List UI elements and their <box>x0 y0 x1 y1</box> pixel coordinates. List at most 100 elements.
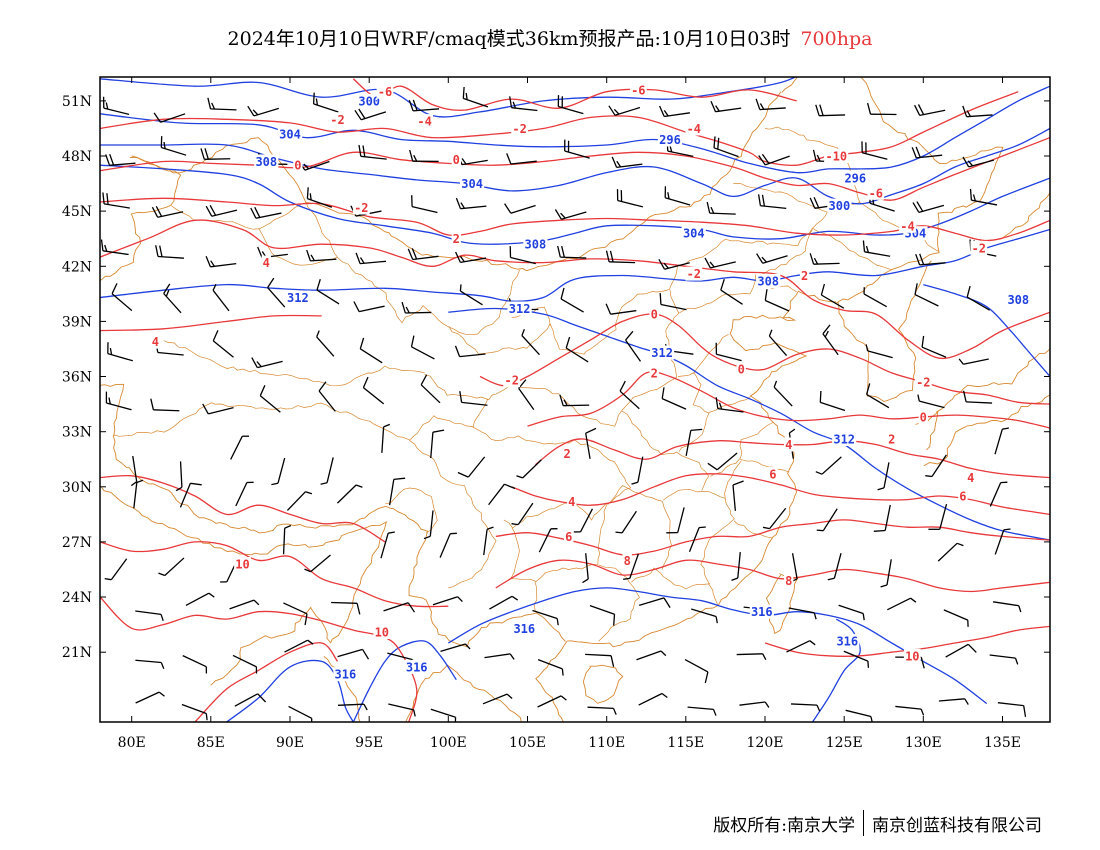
wind-barb <box>230 435 249 460</box>
temperature-contour-label: 2 <box>888 433 895 447</box>
wind-barb <box>559 394 590 407</box>
wind-barb <box>827 553 842 581</box>
height-contour-label: 308 <box>757 275 779 289</box>
height-contour-label-bg <box>749 604 774 619</box>
wind-barb <box>962 156 995 168</box>
wind-barb <box>585 427 597 459</box>
wind-barb <box>739 701 770 708</box>
wind-barb <box>511 502 534 526</box>
boundary-line <box>923 394 1050 467</box>
wind-barb <box>100 239 129 256</box>
temperature-contour-label: 4 <box>785 438 792 452</box>
wind-barb <box>282 524 292 555</box>
wind-barb <box>440 643 471 652</box>
boundary-line <box>567 290 837 648</box>
wind-barb <box>928 503 948 530</box>
temperature-contour-label: 0 <box>651 308 658 322</box>
wind-barb <box>484 653 515 660</box>
wind-barb <box>135 659 165 669</box>
height-labels: 3003043083042963083043002963043123123083… <box>254 93 1031 682</box>
temperature-contour-label: 4 <box>568 495 575 509</box>
wind-barb <box>456 154 488 166</box>
wind-barb <box>557 245 587 259</box>
height-contour-label-bg <box>657 132 683 147</box>
wind-barb <box>989 481 1008 507</box>
wind-barb <box>267 277 286 308</box>
height-contour-label-bg <box>681 226 706 241</box>
temperature-contour-label-bg <box>622 553 632 568</box>
temperature-contour-label: -4 <box>900 219 914 233</box>
temperature-contour-label-bg <box>918 410 928 424</box>
temperature-contour-label-bg <box>562 446 572 461</box>
temperature-contour-label: 4 <box>967 471 974 485</box>
wind-barb <box>762 507 787 530</box>
wind-barb <box>151 205 184 218</box>
wind-barb <box>488 483 516 506</box>
temperature-contour-label-bg <box>567 494 577 509</box>
wind-barb <box>732 480 744 511</box>
wind-barb <box>283 602 308 626</box>
footer-copyright: 版权所有:南京大学 南京创蓝科技有限公司 <box>713 810 1042 836</box>
wind-barb <box>457 456 486 478</box>
wind-barb <box>355 252 387 265</box>
latitude-label: 36N <box>62 370 92 386</box>
temperature-contour-label-bg <box>373 625 391 639</box>
wind-barb <box>318 381 336 412</box>
height-contour-label-bg <box>254 154 279 169</box>
wind-barb <box>135 610 164 622</box>
wind-barb <box>179 482 202 508</box>
wind-barb <box>720 279 743 305</box>
wind-barb <box>585 653 615 667</box>
wind-barb <box>381 423 391 453</box>
wind-barb <box>401 301 432 314</box>
wind-barb <box>181 703 208 721</box>
wind-barb <box>611 156 643 169</box>
wind-barb <box>235 481 254 507</box>
plot-frame <box>99 76 1051 723</box>
wind-barb <box>615 510 637 534</box>
province-line <box>470 425 632 529</box>
longitude-label: 115E <box>667 735 704 751</box>
height-contour-label-bg <box>827 198 852 213</box>
wind-barb <box>532 609 559 626</box>
wind-barb <box>521 328 540 356</box>
wind-barb <box>455 197 487 210</box>
province-line <box>710 422 774 477</box>
height-contour-label-bg <box>835 634 860 649</box>
wind-barb <box>638 692 668 706</box>
wind-barb <box>914 104 946 117</box>
height-contour-label: 308 <box>255 155 277 169</box>
wind-barb <box>509 246 536 265</box>
height-contour-label: 312 <box>833 433 855 447</box>
province-line <box>171 202 308 230</box>
copyright-owner: 版权所有:南京大学 <box>713 815 855 836</box>
wind-barb <box>388 703 416 717</box>
wind-barb <box>838 604 865 621</box>
wind-barb <box>432 596 463 606</box>
province-line <box>448 183 828 355</box>
wind-barb <box>962 390 993 404</box>
temperature-contour-label: 4 <box>263 256 270 270</box>
wind-barb <box>845 709 873 722</box>
boundary-line <box>323 640 568 722</box>
wind-barb <box>518 379 535 410</box>
height-contour-label-bg <box>277 127 303 141</box>
wind-barb <box>688 526 706 552</box>
wind-barb <box>111 283 133 312</box>
height-contour-label: 312 <box>509 302 531 316</box>
wind-barb <box>659 105 690 118</box>
title-level: 700hpa <box>800 28 873 50</box>
wind-barb <box>331 601 361 615</box>
wind-barb <box>554 209 587 220</box>
wind-barb <box>945 643 977 658</box>
wind-barb <box>153 112 186 123</box>
height-contour <box>226 659 354 722</box>
height-contour-label-bg <box>285 290 310 305</box>
wind-barb <box>684 659 709 684</box>
wind-barb <box>202 403 234 415</box>
wind-barb <box>938 698 969 705</box>
wind-barb <box>538 528 558 553</box>
wind-barb <box>259 385 281 413</box>
wind-barb <box>102 96 130 116</box>
latitude-label: 42N <box>62 259 92 275</box>
